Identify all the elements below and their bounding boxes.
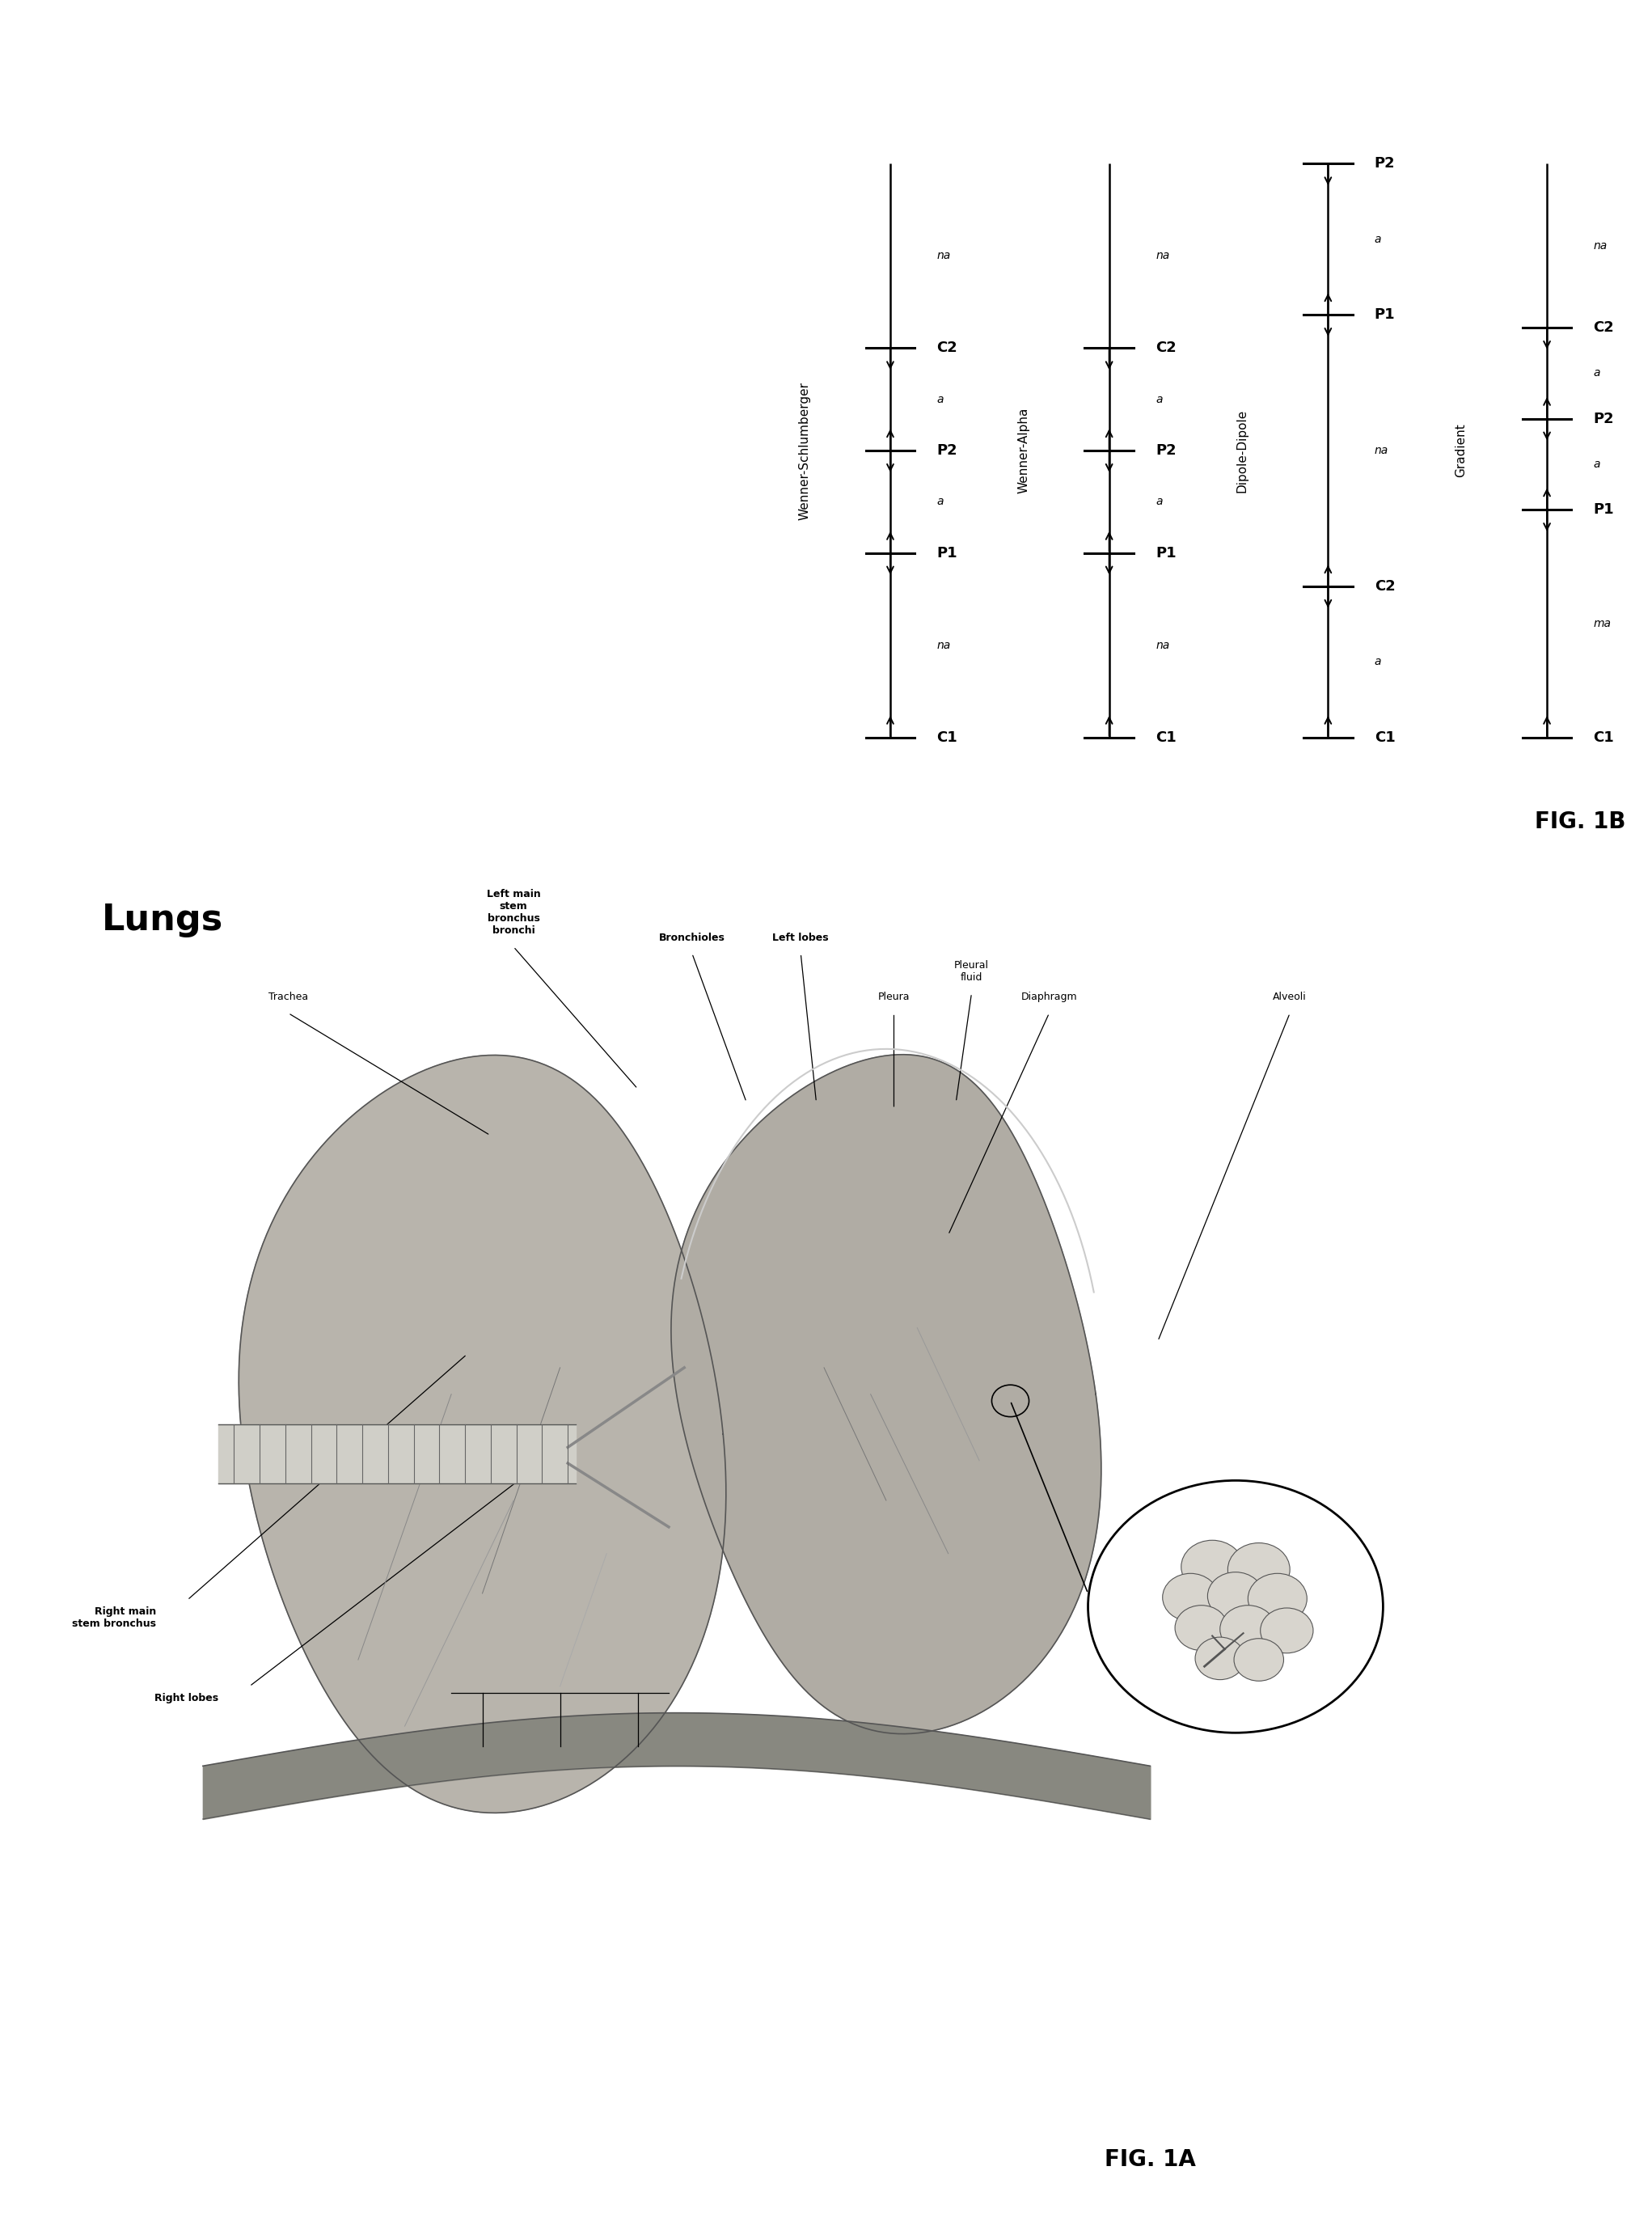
Text: Diaphragm: Diaphragm (1021, 991, 1077, 1002)
Text: P2: P2 (1155, 443, 1176, 458)
Text: Right main
stem bronchus: Right main stem bronchus (73, 1607, 157, 1629)
Text: Pleura: Pleura (877, 991, 910, 1002)
Text: C1: C1 (937, 730, 958, 744)
Text: P2: P2 (1593, 412, 1614, 425)
Text: na: na (1155, 250, 1170, 261)
Circle shape (1089, 1480, 1383, 1733)
Text: Dipole-Dipole: Dipole-Dipole (1236, 409, 1249, 491)
Circle shape (1234, 1638, 1284, 1682)
Text: a: a (937, 496, 943, 507)
Text: Bronchioles: Bronchioles (659, 932, 725, 943)
Text: Wenner-Alpha: Wenner-Alpha (1018, 407, 1029, 493)
Polygon shape (671, 1056, 1102, 1733)
Circle shape (1260, 1609, 1313, 1653)
Text: C2: C2 (1374, 580, 1396, 593)
Text: a: a (1593, 367, 1601, 378)
Text: a: a (1155, 496, 1163, 507)
Text: P1: P1 (937, 547, 958, 560)
Circle shape (1227, 1542, 1290, 1596)
Circle shape (1175, 1604, 1227, 1651)
Text: P1: P1 (1593, 502, 1614, 518)
Text: ma: ma (1593, 617, 1611, 628)
Text: a: a (1374, 235, 1381, 246)
Text: C2: C2 (1593, 321, 1614, 334)
Text: FIG. 1B: FIG. 1B (1535, 810, 1626, 832)
Text: C1: C1 (1374, 730, 1396, 744)
Text: na: na (937, 250, 950, 261)
Text: a: a (1593, 458, 1601, 469)
Text: FIG. 1A: FIG. 1A (1105, 2149, 1196, 2171)
Circle shape (1163, 1573, 1219, 1622)
Circle shape (1194, 1638, 1246, 1680)
Text: a: a (937, 394, 943, 405)
Circle shape (1181, 1540, 1244, 1593)
Text: C2: C2 (1155, 341, 1176, 356)
Text: C1: C1 (1593, 730, 1614, 744)
Text: Left main
stem
bronchus
bronchi: Left main stem bronchus bronchi (486, 890, 540, 936)
Text: na: na (937, 640, 950, 651)
Text: na: na (1155, 640, 1170, 651)
Text: Wenner-Schlumberger: Wenner-Schlumberger (798, 381, 811, 520)
Text: Right lobes: Right lobes (154, 1693, 218, 1704)
Text: Pleural
fluid: Pleural fluid (955, 960, 990, 983)
Text: na: na (1374, 445, 1388, 456)
Text: P1: P1 (1155, 547, 1176, 560)
Text: P2: P2 (1374, 157, 1396, 170)
Text: na: na (1593, 239, 1607, 252)
Text: a: a (1155, 394, 1163, 405)
Text: a: a (1374, 657, 1381, 668)
Text: Gradient: Gradient (1455, 423, 1467, 478)
Text: Alveoli: Alveoli (1274, 991, 1307, 1002)
Text: Left lobes: Left lobes (773, 932, 829, 943)
Circle shape (1219, 1604, 1275, 1653)
Text: Trachea: Trachea (268, 991, 309, 1002)
Circle shape (1208, 1571, 1264, 1620)
Circle shape (1247, 1573, 1307, 1624)
Text: C1: C1 (1155, 730, 1176, 744)
Text: P1: P1 (1374, 308, 1396, 323)
Polygon shape (240, 1056, 725, 1812)
Text: P2: P2 (937, 443, 958, 458)
Text: Lungs: Lungs (102, 903, 223, 938)
Text: C2: C2 (937, 341, 958, 356)
